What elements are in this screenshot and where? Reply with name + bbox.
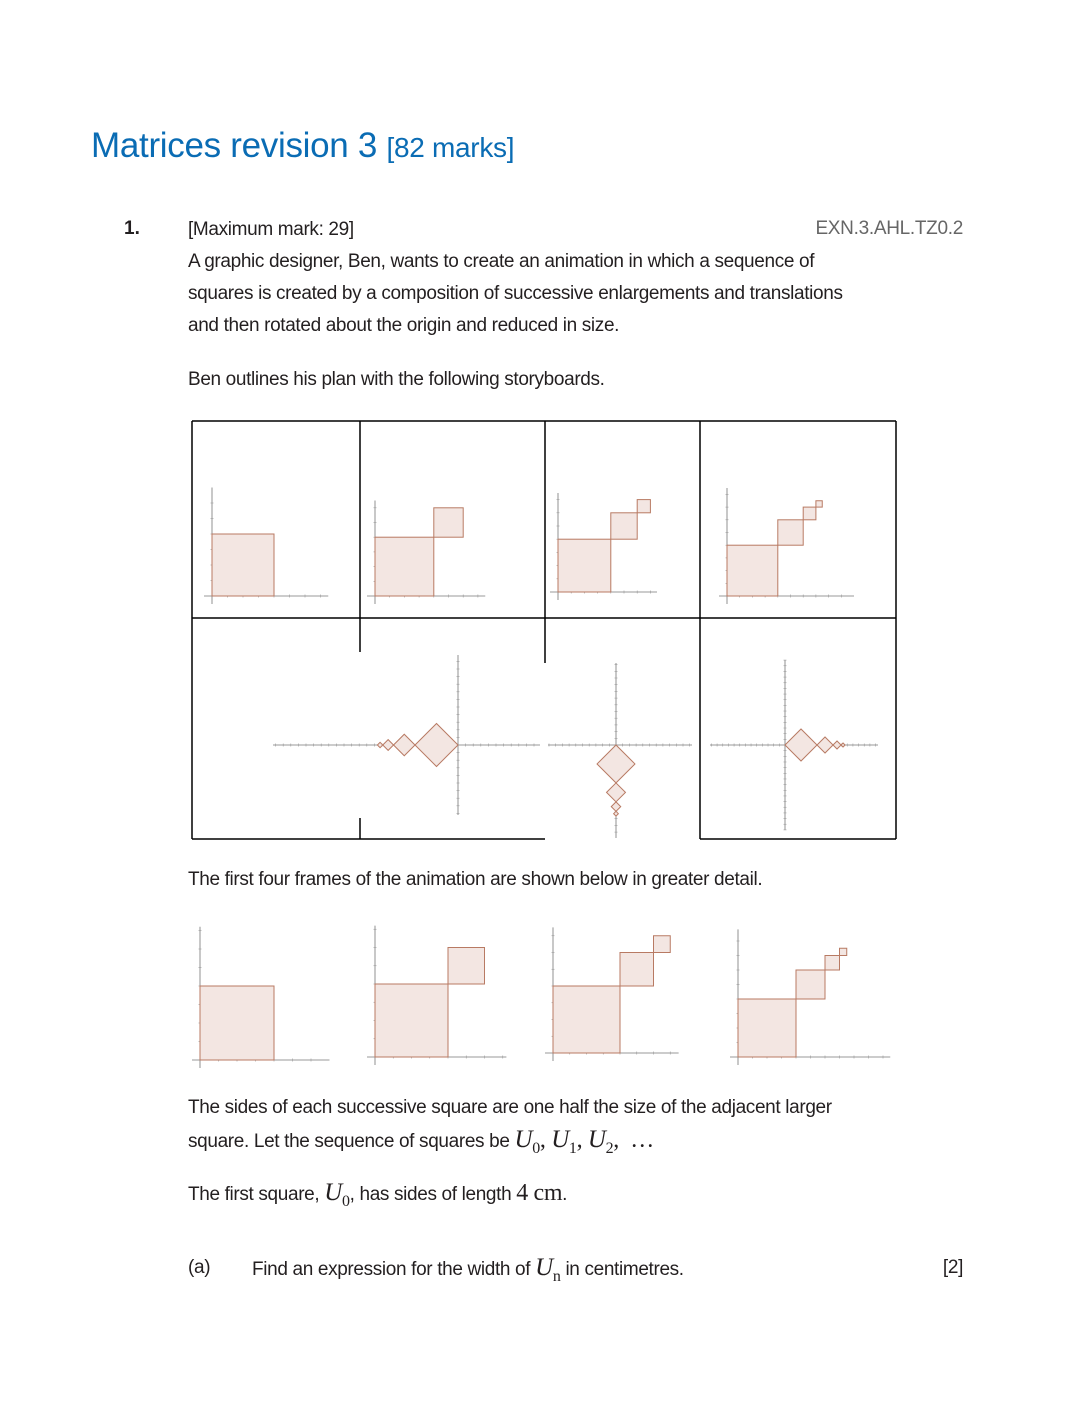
first-square-mid: , has sides of length [349,1184,512,1205]
first-square-line: The first square, U0, has sides of lengt… [188,1177,567,1218]
square-u1 [777,519,804,546]
intro-line-3: and then rotated about the origin and re… [188,315,620,336]
rotated-square-u3 [612,810,620,817]
rotated-square-u2 [832,740,842,750]
square-u2 [636,499,651,514]
square-u0 [199,985,275,1061]
animation-frames [192,925,891,1068]
part-a-symbol: Un [535,1254,561,1285]
square-u1 [433,507,464,538]
first-square-length: 4 cm [516,1180,563,1206]
storyboard-grid [191,420,897,840]
square-u0 [737,998,797,1058]
first-square-prefix: The first square, [188,1184,320,1205]
square-u1 [610,512,638,540]
square-u3 [839,947,848,956]
rotated-square-u2 [382,738,395,752]
intro-line-1: A graphic designer, Ben, wants to create… [188,251,815,272]
square-u1 [619,952,654,987]
question-number: 1. [124,218,140,239]
sequence-u2: U2 [587,1126,614,1157]
square-u0 [211,533,275,597]
sides-line-2: square. Let the sequence of squares be U… [188,1126,654,1157]
rotated-square-u1 [816,736,834,754]
part-a-text: Find an expression for the width of [252,1259,531,1280]
sequence-ellipsis: … [630,1127,654,1153]
page-title: Matrices revision 3 [82 marks] [91,126,515,166]
square-u2 [653,935,671,953]
part-a-marks: [2] [942,1257,963,1278]
first-square-symbol: U0 [324,1179,350,1210]
part-a-question: Find an expression for the width of Un i… [252,1252,684,1293]
part-a-suffix: in centimetres. [565,1259,684,1280]
first-square-end: . [562,1184,568,1205]
max-mark: [Maximum mark: 29] [188,219,354,240]
question-reference: EXN.3.AHL.TZ0.2 [815,218,963,239]
title-text: Matrices revision 3 [91,126,378,165]
square-u3 [815,500,823,508]
intro-line-2: squares is created by a composition of s… [188,283,843,304]
rotated-square-u3 [376,741,384,749]
total-marks: [82 marks] [386,132,515,163]
part-a-label: (a) [188,1257,211,1278]
rotated-square-u0 [414,722,459,768]
square-u0 [726,544,779,597]
rotated-square-u0 [784,728,818,762]
square-u1 [447,947,485,985]
rotated-square-u0 [596,744,636,784]
square-u2 [802,506,817,521]
square-u0 [557,538,612,593]
rotated-square-u1 [392,733,416,757]
frames-text: The first four frames of the animation a… [188,869,763,890]
storyboard-text: Ben outlines his plan with the following… [188,369,605,390]
rotated-square-u2 [610,801,622,813]
square-u0 [552,985,621,1054]
rotated-square-u3 [840,742,846,748]
sides-line-1: The sides of each successive square are … [188,1097,832,1118]
square-u2 [824,955,840,971]
sides-line-2-text: square. Let the sequence of squares be [188,1131,510,1152]
rotated-square-u1 [605,782,627,803]
square-u0 [374,536,435,597]
square-u0 [374,983,449,1058]
sequence-u0: U0 [514,1126,541,1157]
square-u1 [795,969,826,1000]
sequence-u1: U1 [551,1126,577,1157]
